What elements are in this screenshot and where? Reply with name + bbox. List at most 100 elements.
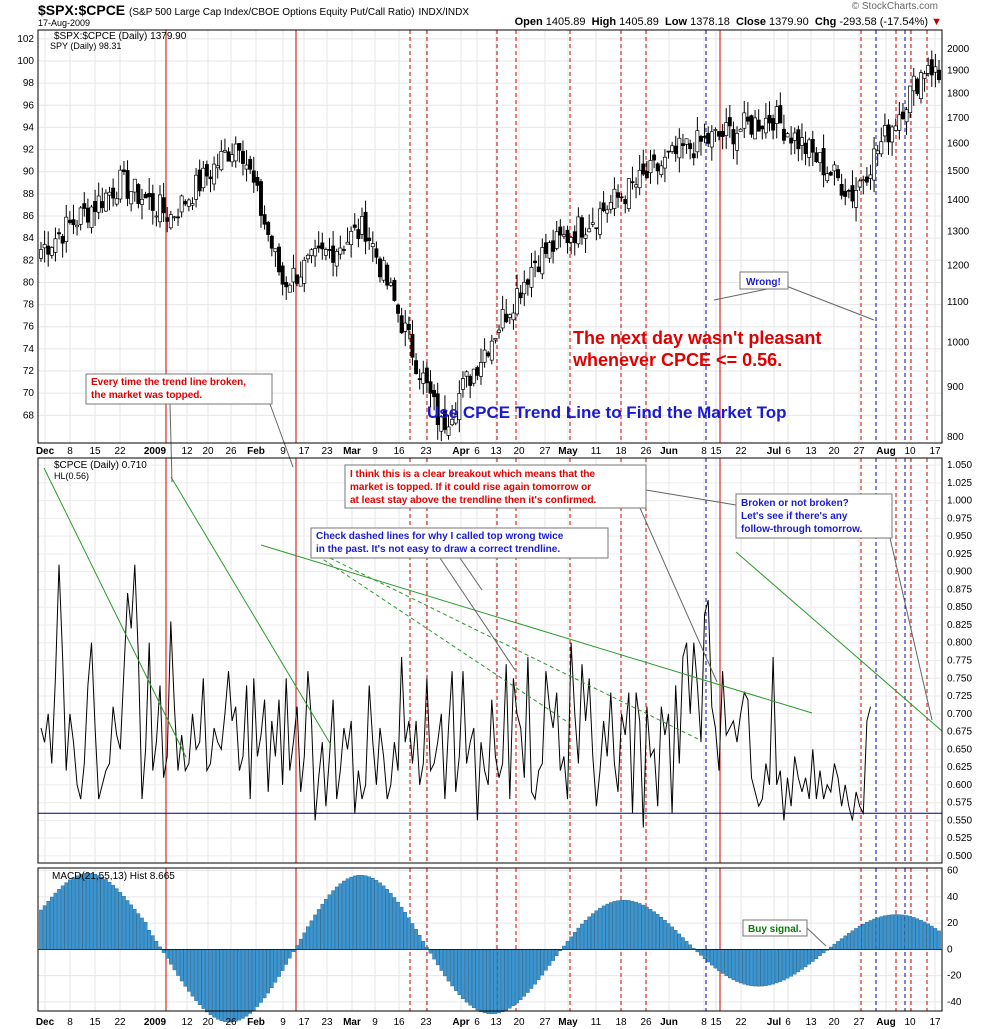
price-candle bbox=[259, 181, 263, 216]
macd-hist-bar bbox=[129, 904, 133, 950]
macd-hist-bar bbox=[500, 949, 505, 1013]
macd-hist-bar bbox=[327, 894, 332, 950]
macd-hist-bar bbox=[511, 949, 516, 1006]
price-candle bbox=[572, 231, 577, 244]
macd-hist-bar bbox=[345, 878, 350, 950]
price-candle bbox=[204, 164, 209, 177]
x-tick-label-bottom: 2009 bbox=[144, 1017, 167, 1028]
price-candle bbox=[233, 143, 238, 162]
price-candle bbox=[637, 169, 642, 189]
macd-hist-bar bbox=[720, 949, 725, 974]
macd-hist-bar bbox=[926, 923, 930, 950]
macd-hist-bar bbox=[179, 949, 184, 982]
price-candle bbox=[78, 207, 83, 225]
macd-hist-bar bbox=[277, 949, 281, 977]
macd-hist-bar bbox=[702, 949, 707, 959]
buy-signal-pointer bbox=[806, 927, 827, 947]
cpce-tick: 0.675 bbox=[947, 727, 972, 738]
macd-hist-bar bbox=[428, 949, 433, 954]
high-value: 1405.89 bbox=[619, 16, 659, 28]
price-candle bbox=[897, 114, 902, 131]
x-tick-label-bottom: Mar bbox=[343, 1017, 361, 1028]
price-left-tick: 78 bbox=[23, 300, 35, 311]
macd-hist-bar bbox=[641, 904, 646, 950]
macd-hist-bar bbox=[114, 888, 119, 950]
macd-hist-bar bbox=[688, 944, 692, 950]
price-candle bbox=[424, 367, 429, 384]
macd-hist-bar bbox=[89, 873, 94, 950]
price-candle bbox=[753, 117, 758, 140]
macd-hist-bar bbox=[450, 949, 454, 987]
macd-hist-bar bbox=[374, 880, 379, 950]
macd-hist-bar bbox=[461, 949, 465, 999]
macd-hist-bar bbox=[370, 878, 375, 950]
macd-hist-bar bbox=[569, 936, 573, 950]
cpce-dashed-trendline bbox=[329, 557, 699, 740]
price-candle bbox=[868, 174, 873, 179]
macd-hist-bar bbox=[60, 885, 65, 950]
macd-hist-bar bbox=[533, 949, 537, 985]
price-candle bbox=[525, 279, 530, 285]
price-candle bbox=[471, 368, 476, 384]
x-tick-label-top: Jun bbox=[660, 446, 678, 457]
macd-hist-bar bbox=[572, 932, 577, 950]
macd-hist-bar bbox=[756, 949, 761, 987]
price-candle bbox=[919, 72, 923, 99]
price-candle bbox=[850, 185, 855, 202]
macd-hist-bar bbox=[717, 949, 721, 972]
macd-hist-bar bbox=[792, 949, 797, 975]
price-candle bbox=[421, 372, 426, 384]
macd-hist-bar bbox=[536, 949, 541, 980]
x-tick-label-bottom: Apr bbox=[452, 1017, 469, 1028]
price-candle bbox=[42, 244, 47, 249]
price-right-tick: 1200 bbox=[947, 260, 970, 271]
price-left-tick: 70 bbox=[23, 388, 35, 399]
price-candle bbox=[792, 132, 797, 141]
macd-hist-bar bbox=[53, 892, 58, 950]
cpce-tick: 0.975 bbox=[947, 513, 972, 524]
macd-hist-bar bbox=[590, 913, 595, 950]
macd-hist-bar bbox=[255, 949, 260, 1007]
chart-date: 17-Aug-2009 bbox=[38, 18, 91, 28]
x-tick-label-top: 27 bbox=[853, 446, 865, 457]
cpce-tick: 1.050 bbox=[947, 460, 972, 471]
macd-hist-bar bbox=[443, 949, 447, 977]
price-left-tick: 92 bbox=[23, 145, 35, 156]
price-candle bbox=[432, 390, 437, 398]
price-candle bbox=[60, 235, 65, 244]
price-candle bbox=[323, 249, 328, 256]
x-tick-label-top: 22 bbox=[735, 446, 747, 457]
price-candle bbox=[475, 367, 480, 376]
price-candle bbox=[316, 245, 321, 249]
x-tick-label-bottom: 8 bbox=[67, 1017, 73, 1028]
macd-hist-bar bbox=[309, 920, 314, 950]
macd-hist-bar bbox=[266, 949, 271, 994]
price-candle bbox=[608, 202, 613, 210]
macd-hist-bar bbox=[785, 949, 790, 979]
price-candle bbox=[165, 217, 170, 222]
cpce-tick: 0.950 bbox=[947, 531, 972, 542]
macd-hist-bar bbox=[598, 907, 602, 950]
macd-hist-bar bbox=[154, 940, 159, 950]
annotation-title: Use CPCE Trend Line to Find the Market T… bbox=[427, 403, 787, 422]
x-tick-label-top: 2009 bbox=[144, 446, 167, 457]
macd-hist-bar bbox=[183, 949, 188, 987]
macd-hist-bar bbox=[673, 930, 678, 950]
price-candle bbox=[385, 264, 390, 286]
x-tick-label-bottom: 23 bbox=[420, 1017, 432, 1028]
cpce-tick: 1.000 bbox=[947, 496, 972, 507]
x-tick-label-bottom: 22 bbox=[114, 1017, 126, 1028]
price-candle bbox=[381, 260, 386, 281]
macd-hist-bar bbox=[681, 937, 685, 950]
x-tick-label-bottom: 22 bbox=[735, 1017, 747, 1028]
macd-hist-bar bbox=[655, 914, 660, 950]
price-candle bbox=[150, 193, 155, 211]
macd-hist-bar bbox=[78, 874, 83, 950]
price-candle bbox=[771, 118, 776, 131]
price-candle bbox=[244, 164, 249, 170]
cpce-tick: 0.625 bbox=[947, 762, 972, 773]
price-candle bbox=[825, 173, 830, 182]
macd-hist-bar bbox=[237, 949, 242, 1021]
price-candle bbox=[273, 248, 278, 253]
macd-hist-bar bbox=[637, 903, 642, 950]
